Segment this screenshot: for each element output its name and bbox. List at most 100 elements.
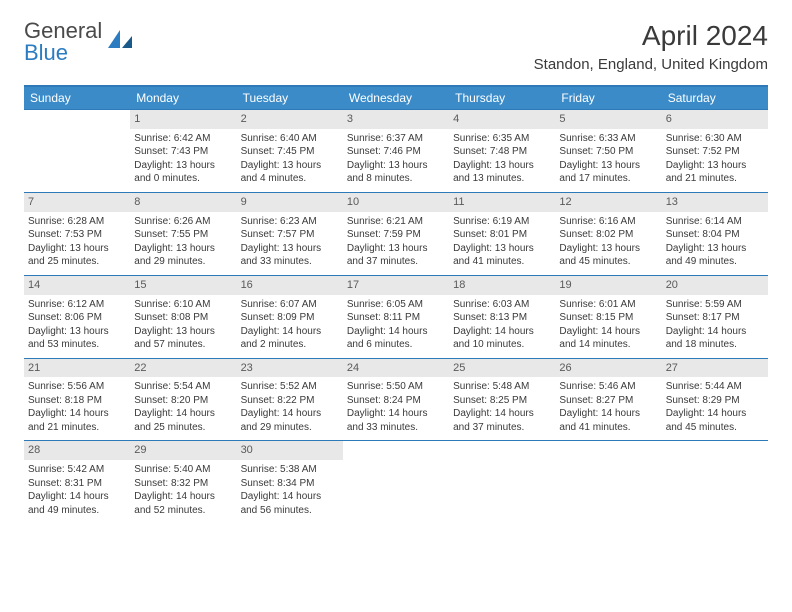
sunrise-text: Sunrise: 6:07 AM <box>241 298 339 312</box>
dow-thu: Thursday <box>449 86 555 110</box>
day-cell: 5Sunrise: 6:33 AMSunset: 7:50 PMDaylight… <box>555 110 661 193</box>
day-cell: 2Sunrise: 6:40 AMSunset: 7:45 PMDaylight… <box>237 110 343 193</box>
day-cell: 25Sunrise: 5:48 AMSunset: 8:25 PMDayligh… <box>449 358 555 441</box>
day-cell: 20Sunrise: 5:59 AMSunset: 8:17 PMDayligh… <box>662 275 768 358</box>
sunset-text: Sunset: 8:25 PM <box>453 394 551 408</box>
day-number: 23 <box>237 359 343 378</box>
daylight-text: Daylight: 14 hours and 21 minutes. <box>28 407 126 434</box>
day-number: 7 <box>24 193 130 212</box>
day-cell: 4Sunrise: 6:35 AMSunset: 7:48 PMDaylight… <box>449 110 555 193</box>
sunset-text: Sunset: 7:45 PM <box>241 145 339 159</box>
day-cell: 19Sunrise: 6:01 AMSunset: 8:15 PMDayligh… <box>555 275 661 358</box>
day-number: 6 <box>662 110 768 129</box>
daylight-text: Daylight: 13 hours and 4 minutes. <box>241 159 339 186</box>
sunrise-text: Sunrise: 5:38 AM <box>241 463 339 477</box>
sunrise-text: Sunrise: 5:54 AM <box>134 380 232 394</box>
day-number: 13 <box>662 193 768 212</box>
sunset-text: Sunset: 7:48 PM <box>453 145 551 159</box>
daylight-text: Daylight: 13 hours and 29 minutes. <box>134 242 232 269</box>
day-cell: 26Sunrise: 5:46 AMSunset: 8:27 PMDayligh… <box>555 358 661 441</box>
sunrise-text: Sunrise: 5:52 AM <box>241 380 339 394</box>
week-row: 7Sunrise: 6:28 AMSunset: 7:53 PMDaylight… <box>24 192 768 275</box>
week-row: 1Sunrise: 6:42 AMSunset: 7:43 PMDaylight… <box>24 110 768 193</box>
sunrise-text: Sunrise: 5:40 AM <box>134 463 232 477</box>
calendar-body: 1Sunrise: 6:42 AMSunset: 7:43 PMDaylight… <box>24 110 768 524</box>
daylight-text: Daylight: 13 hours and 21 minutes. <box>666 159 764 186</box>
day-number: 9 <box>237 193 343 212</box>
sunrise-text: Sunrise: 6:14 AM <box>666 215 764 229</box>
day-cell: 10Sunrise: 6:21 AMSunset: 7:59 PMDayligh… <box>343 192 449 275</box>
day-number: 28 <box>24 441 130 460</box>
logo: General Blue <box>24 20 134 64</box>
day-cell: 28Sunrise: 5:42 AMSunset: 8:31 PMDayligh… <box>24 441 130 523</box>
sunset-text: Sunset: 8:11 PM <box>347 311 445 325</box>
sunset-text: Sunset: 8:29 PM <box>666 394 764 408</box>
sunset-text: Sunset: 8:02 PM <box>559 228 657 242</box>
dow-tue: Tuesday <box>237 86 343 110</box>
week-row: 28Sunrise: 5:42 AMSunset: 8:31 PMDayligh… <box>24 441 768 523</box>
day-number: 15 <box>130 276 236 295</box>
daylight-text: Daylight: 14 hours and 41 minutes. <box>559 407 657 434</box>
dow-mon: Monday <box>130 86 236 110</box>
sunrise-text: Sunrise: 6:23 AM <box>241 215 339 229</box>
title-block: April 2024 Standon, England, United King… <box>534 20 768 73</box>
sunset-text: Sunset: 8:06 PM <box>28 311 126 325</box>
daylight-text: Daylight: 13 hours and 13 minutes. <box>453 159 551 186</box>
week-row: 21Sunrise: 5:56 AMSunset: 8:18 PMDayligh… <box>24 358 768 441</box>
sunset-text: Sunset: 7:53 PM <box>28 228 126 242</box>
sunrise-text: Sunrise: 6:12 AM <box>28 298 126 312</box>
day-number: 30 <box>237 441 343 460</box>
sunrise-text: Sunrise: 6:35 AM <box>453 132 551 146</box>
day-number: 10 <box>343 193 449 212</box>
day-cell: 6Sunrise: 6:30 AMSunset: 7:52 PMDaylight… <box>662 110 768 193</box>
sunset-text: Sunset: 8:32 PM <box>134 477 232 491</box>
day-cell: 9Sunrise: 6:23 AMSunset: 7:57 PMDaylight… <box>237 192 343 275</box>
day-number: 1 <box>130 110 236 129</box>
sunrise-text: Sunrise: 6:03 AM <box>453 298 551 312</box>
day-cell <box>24 110 130 193</box>
sunset-text: Sunset: 8:20 PM <box>134 394 232 408</box>
day-cell: 27Sunrise: 5:44 AMSunset: 8:29 PMDayligh… <box>662 358 768 441</box>
day-cell <box>343 441 449 523</box>
day-cell: 14Sunrise: 6:12 AMSunset: 8:06 PMDayligh… <box>24 275 130 358</box>
daylight-text: Daylight: 13 hours and 25 minutes. <box>28 242 126 269</box>
calendar-table: Sunday Monday Tuesday Wednesday Thursday… <box>24 85 768 523</box>
month-title: April 2024 <box>534 20 768 52</box>
daylight-text: Daylight: 14 hours and 10 minutes. <box>453 325 551 352</box>
sunrise-text: Sunrise: 5:42 AM <box>28 463 126 477</box>
dow-sun: Sunday <box>24 86 130 110</box>
week-row: 14Sunrise: 6:12 AMSunset: 8:06 PMDayligh… <box>24 275 768 358</box>
day-number: 22 <box>130 359 236 378</box>
day-cell: 16Sunrise: 6:07 AMSunset: 8:09 PMDayligh… <box>237 275 343 358</box>
day-cell: 21Sunrise: 5:56 AMSunset: 8:18 PMDayligh… <box>24 358 130 441</box>
day-number: 16 <box>237 276 343 295</box>
dow-sat: Saturday <box>662 86 768 110</box>
sunrise-text: Sunrise: 6:33 AM <box>559 132 657 146</box>
daylight-text: Daylight: 13 hours and 45 minutes. <box>559 242 657 269</box>
sunrise-text: Sunrise: 6:16 AM <box>559 215 657 229</box>
dow-wed: Wednesday <box>343 86 449 110</box>
sunset-text: Sunset: 7:46 PM <box>347 145 445 159</box>
sunrise-text: Sunrise: 6:42 AM <box>134 132 232 146</box>
daylight-text: Daylight: 14 hours and 14 minutes. <box>559 325 657 352</box>
day-number: 8 <box>130 193 236 212</box>
sunset-text: Sunset: 7:57 PM <box>241 228 339 242</box>
sunset-text: Sunset: 8:08 PM <box>134 311 232 325</box>
sunrise-text: Sunrise: 5:48 AM <box>453 380 551 394</box>
day-cell: 8Sunrise: 6:26 AMSunset: 7:55 PMDaylight… <box>130 192 236 275</box>
day-number: 5 <box>555 110 661 129</box>
daylight-text: Daylight: 14 hours and 37 minutes. <box>453 407 551 434</box>
sunrise-text: Sunrise: 6:01 AM <box>559 298 657 312</box>
day-cell: 18Sunrise: 6:03 AMSunset: 8:13 PMDayligh… <box>449 275 555 358</box>
daylight-text: Daylight: 13 hours and 57 minutes. <box>134 325 232 352</box>
daylight-text: Daylight: 13 hours and 37 minutes. <box>347 242 445 269</box>
sunset-text: Sunset: 8:18 PM <box>28 394 126 408</box>
day-number: 27 <box>662 359 768 378</box>
sunset-text: Sunset: 7:52 PM <box>666 145 764 159</box>
logo-sail-icon <box>106 28 134 57</box>
sunrise-text: Sunrise: 6:28 AM <box>28 215 126 229</box>
daylight-text: Daylight: 13 hours and 17 minutes. <box>559 159 657 186</box>
sunrise-text: Sunrise: 5:56 AM <box>28 380 126 394</box>
sunrise-text: Sunrise: 6:40 AM <box>241 132 339 146</box>
header: General Blue April 2024 Standon, England… <box>24 20 768 73</box>
